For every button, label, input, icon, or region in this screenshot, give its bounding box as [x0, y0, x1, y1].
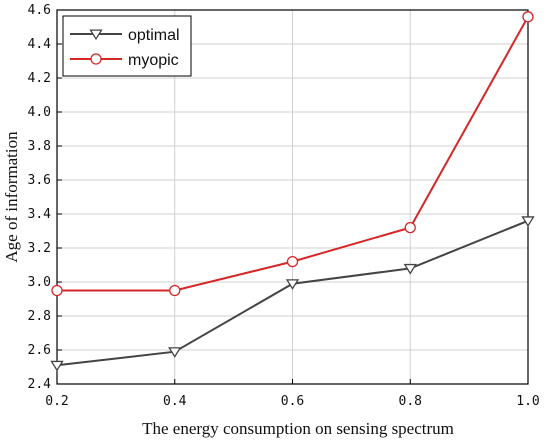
x-tick-label: 0.8	[399, 394, 422, 409]
data-point-optimal	[521, 216, 535, 227]
x-tick-label: 0.4	[163, 394, 187, 409]
y-tick-label: 3.4	[28, 207, 52, 222]
series-layer	[50, 11, 535, 372]
y-tick-label: 4.4	[28, 37, 52, 52]
y-tick-label: 3.0	[28, 275, 51, 290]
y-tick-label: 4.0	[28, 105, 51, 120]
y-tick-label: 3.2	[28, 241, 51, 256]
x-tick-label: 0.2	[45, 394, 68, 409]
x-tick-label: 1.0	[516, 394, 539, 409]
y-axis-title: Age of information	[2, 131, 21, 263]
data-point-optimal	[403, 263, 417, 275]
axis-ticks: 0.2 0.4 0.6 0.8 1.0 2.4 2.6 2.8 3.0 3.2 3.4 3.6 3.8 4…	[28, 3, 540, 409]
data-point-optimal	[285, 279, 300, 290]
legend-box	[62, 15, 192, 77]
data-point-myopic	[169, 284, 181, 297]
data-point-optimal	[168, 347, 182, 358]
data-point-myopic	[404, 221, 416, 234]
data-point-myopic	[286, 255, 299, 268]
legend-label-myopic: myopic	[128, 52, 179, 69]
legend-marker-myopic	[90, 53, 102, 65]
series-myopic	[51, 11, 534, 297]
y-tick-label: 2.4	[28, 377, 52, 392]
y-tick-label: 3.6	[28, 173, 51, 188]
y-tick-label: 3.8	[28, 139, 51, 154]
data-point-optimal	[50, 360, 64, 372]
y-tick-label: 4.6	[28, 3, 51, 18]
legend: optimal myopic	[62, 15, 192, 77]
series-optimal	[50, 216, 535, 372]
x-axis-title: The energy consumption on sensing spectr…	[142, 419, 454, 438]
data-point-myopic	[522, 11, 534, 23]
legend-marker-optimal	[89, 29, 103, 41]
y-tick-label: 2.8	[28, 309, 51, 324]
y-tick-label: 2.6	[28, 343, 51, 358]
x-tick-label: 0.6	[281, 394, 304, 409]
legend-label-optimal: optimal	[128, 27, 180, 44]
y-tick-label: 4.2	[28, 71, 51, 86]
data-point-myopic	[51, 284, 63, 297]
